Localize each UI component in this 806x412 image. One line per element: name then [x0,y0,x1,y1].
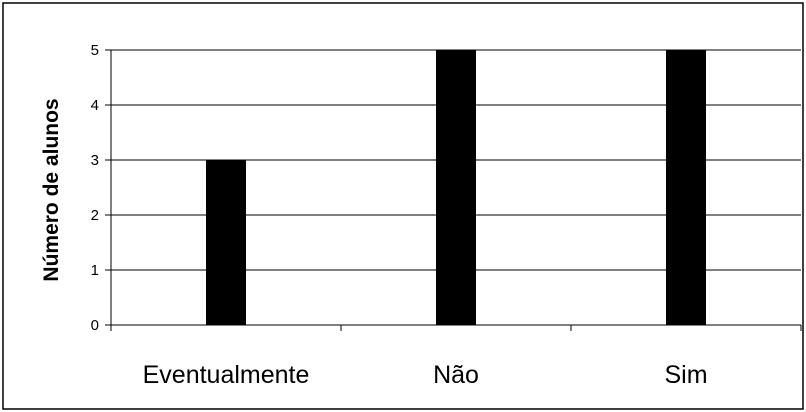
y-tick-label: 1 [91,262,99,279]
y-tick-label: 3 [91,152,99,169]
x-category-label: Eventualmente [143,361,310,389]
x-category-label: Não [433,361,479,389]
bars [206,50,706,325]
bar-não [436,50,476,325]
y-tick-label: 5 [91,42,99,59]
x-category-label: Sim [664,361,707,389]
y-axis-title: Número de alunos [40,98,63,281]
bar-sim [666,50,706,325]
bar-eventualmente [206,160,246,325]
y-tick-label: 2 [91,207,99,224]
y-tick-label: 0 [91,317,99,334]
axes: 0 1 2 3 4 5 Eventualmente Não Sim [91,42,802,389]
y-tick-label: 4 [91,97,99,114]
